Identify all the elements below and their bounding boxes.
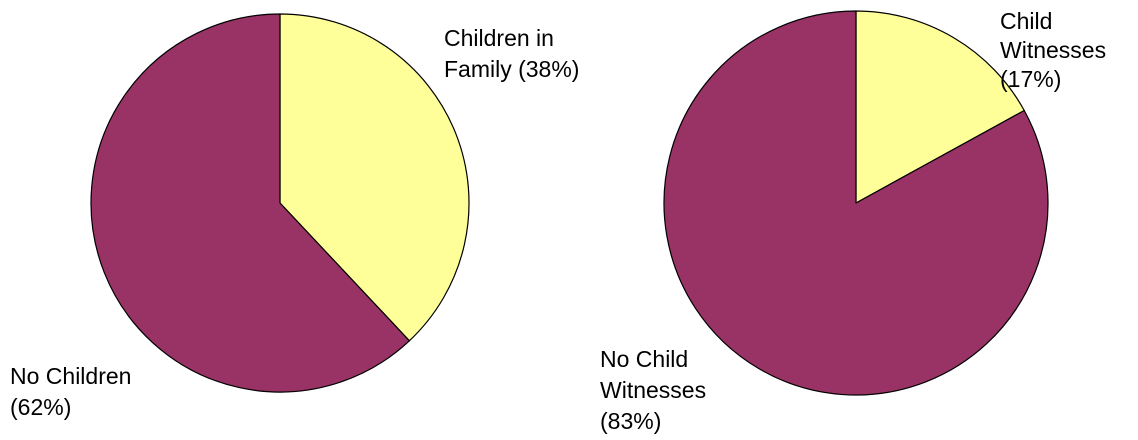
pie-label-child-witnesses: Child Witnesses (17%) xyxy=(1000,8,1106,92)
pie-slice-no-children xyxy=(90,13,410,393)
pie-slice-no-child-witnesses xyxy=(663,10,1049,396)
pie-slice-children-in-family xyxy=(279,13,470,342)
pie-slice-child-witnesses xyxy=(855,10,1025,204)
pie-label-line: Children in xyxy=(444,25,554,51)
pie-label-line: Witnesses xyxy=(600,377,706,403)
pie-label-line: (17%) xyxy=(1000,66,1061,92)
pie-chart-children-in-family: Children in Family (38%) No Children (62%) xyxy=(10,13,579,420)
pie-chart-child-witnesses: Child Witnesses (17%) No Child Witnesses (83%… xyxy=(600,8,1106,434)
pie-label-no-children: No Children (62%) xyxy=(10,363,131,420)
pie-label-children-in-family: Children in Family (38%) xyxy=(444,25,579,82)
pie-label-line: (83%) xyxy=(600,408,661,434)
pie-label-line: No Child xyxy=(600,346,688,372)
pie-label-line: Family (38%) xyxy=(444,56,579,82)
pie-label-line: (62%) xyxy=(10,394,71,420)
pie-label-line: No Children xyxy=(10,363,131,389)
pie-label-line: Child xyxy=(1000,8,1052,34)
pie-label-line: Witnesses xyxy=(1000,37,1106,63)
pie-label-no-child-witnesses: No Child Witnesses (83%) xyxy=(600,346,706,434)
